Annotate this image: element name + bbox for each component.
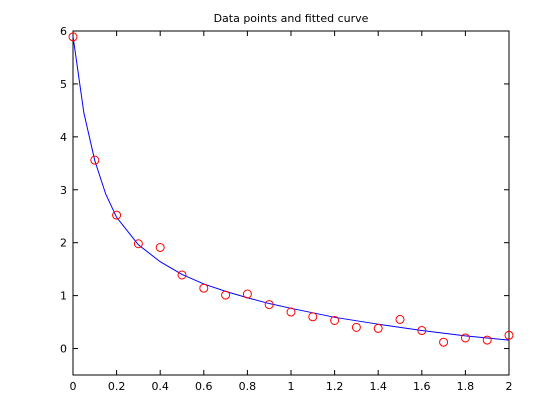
x-tick-label: 0.6 xyxy=(195,380,213,393)
y-tick-label: 1 xyxy=(60,290,67,303)
y-tick-label: 3 xyxy=(60,184,67,197)
x-tick-label: 1 xyxy=(288,380,295,393)
x-tick-label: 1.6 xyxy=(413,380,431,393)
y-tick-label: 0 xyxy=(60,343,67,356)
chart-title: Data points and fitted curve xyxy=(214,12,369,25)
y-tick-label: 6 xyxy=(60,25,67,38)
x-tick-label: 0.4 xyxy=(151,380,169,393)
x-tick-label: 1.4 xyxy=(369,380,387,393)
x-tick-label: 0.2 xyxy=(108,380,126,393)
x-tick-label: 2 xyxy=(506,380,513,393)
x-tick-label: 0 xyxy=(70,380,77,393)
plot-area xyxy=(73,31,509,375)
y-tick-label: 5 xyxy=(60,78,67,91)
x-tick-label: 0.8 xyxy=(239,380,257,393)
y-tick-label: 2 xyxy=(60,237,67,250)
x-tick-label: 1.8 xyxy=(457,380,475,393)
x-tick-label: 1.2 xyxy=(326,380,344,393)
y-tick-label: 4 xyxy=(60,131,67,144)
